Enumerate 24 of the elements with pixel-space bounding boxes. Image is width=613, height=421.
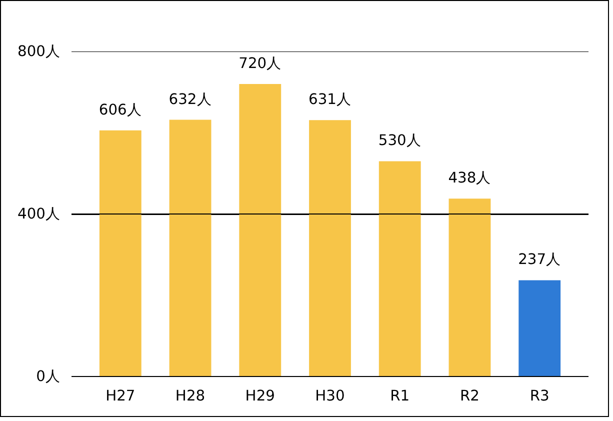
data-label: 237人 — [518, 251, 562, 268]
x-tick-label: H29 — [245, 388, 275, 404]
data-label: 438人 — [448, 170, 492, 187]
data-label: 606人 — [98, 101, 142, 118]
y-tick-label: 800人 — [18, 43, 61, 60]
x-tick-label: R2 — [460, 388, 480, 404]
x-tick-label: H28 — [175, 388, 206, 404]
bar — [169, 120, 212, 376]
x-tick-label: R1 — [390, 388, 410, 404]
data-label: 631人 — [308, 91, 352, 108]
y-tick-label: 0人 — [36, 368, 61, 385]
x-tick-label: R3 — [530, 388, 550, 404]
bar — [378, 161, 421, 376]
bar — [99, 130, 142, 376]
bar — [309, 120, 351, 376]
data-label: 530人 — [378, 132, 422, 150]
bar — [239, 84, 282, 376]
bar — [518, 280, 561, 376]
data-label: 720人 — [238, 55, 282, 72]
x-tick-label: H27 — [106, 388, 136, 404]
y-tick-label: 400人 — [18, 206, 61, 222]
x-tick-label: H30 — [315, 388, 345, 404]
data-label: 632人 — [168, 90, 212, 108]
bar — [448, 198, 491, 376]
